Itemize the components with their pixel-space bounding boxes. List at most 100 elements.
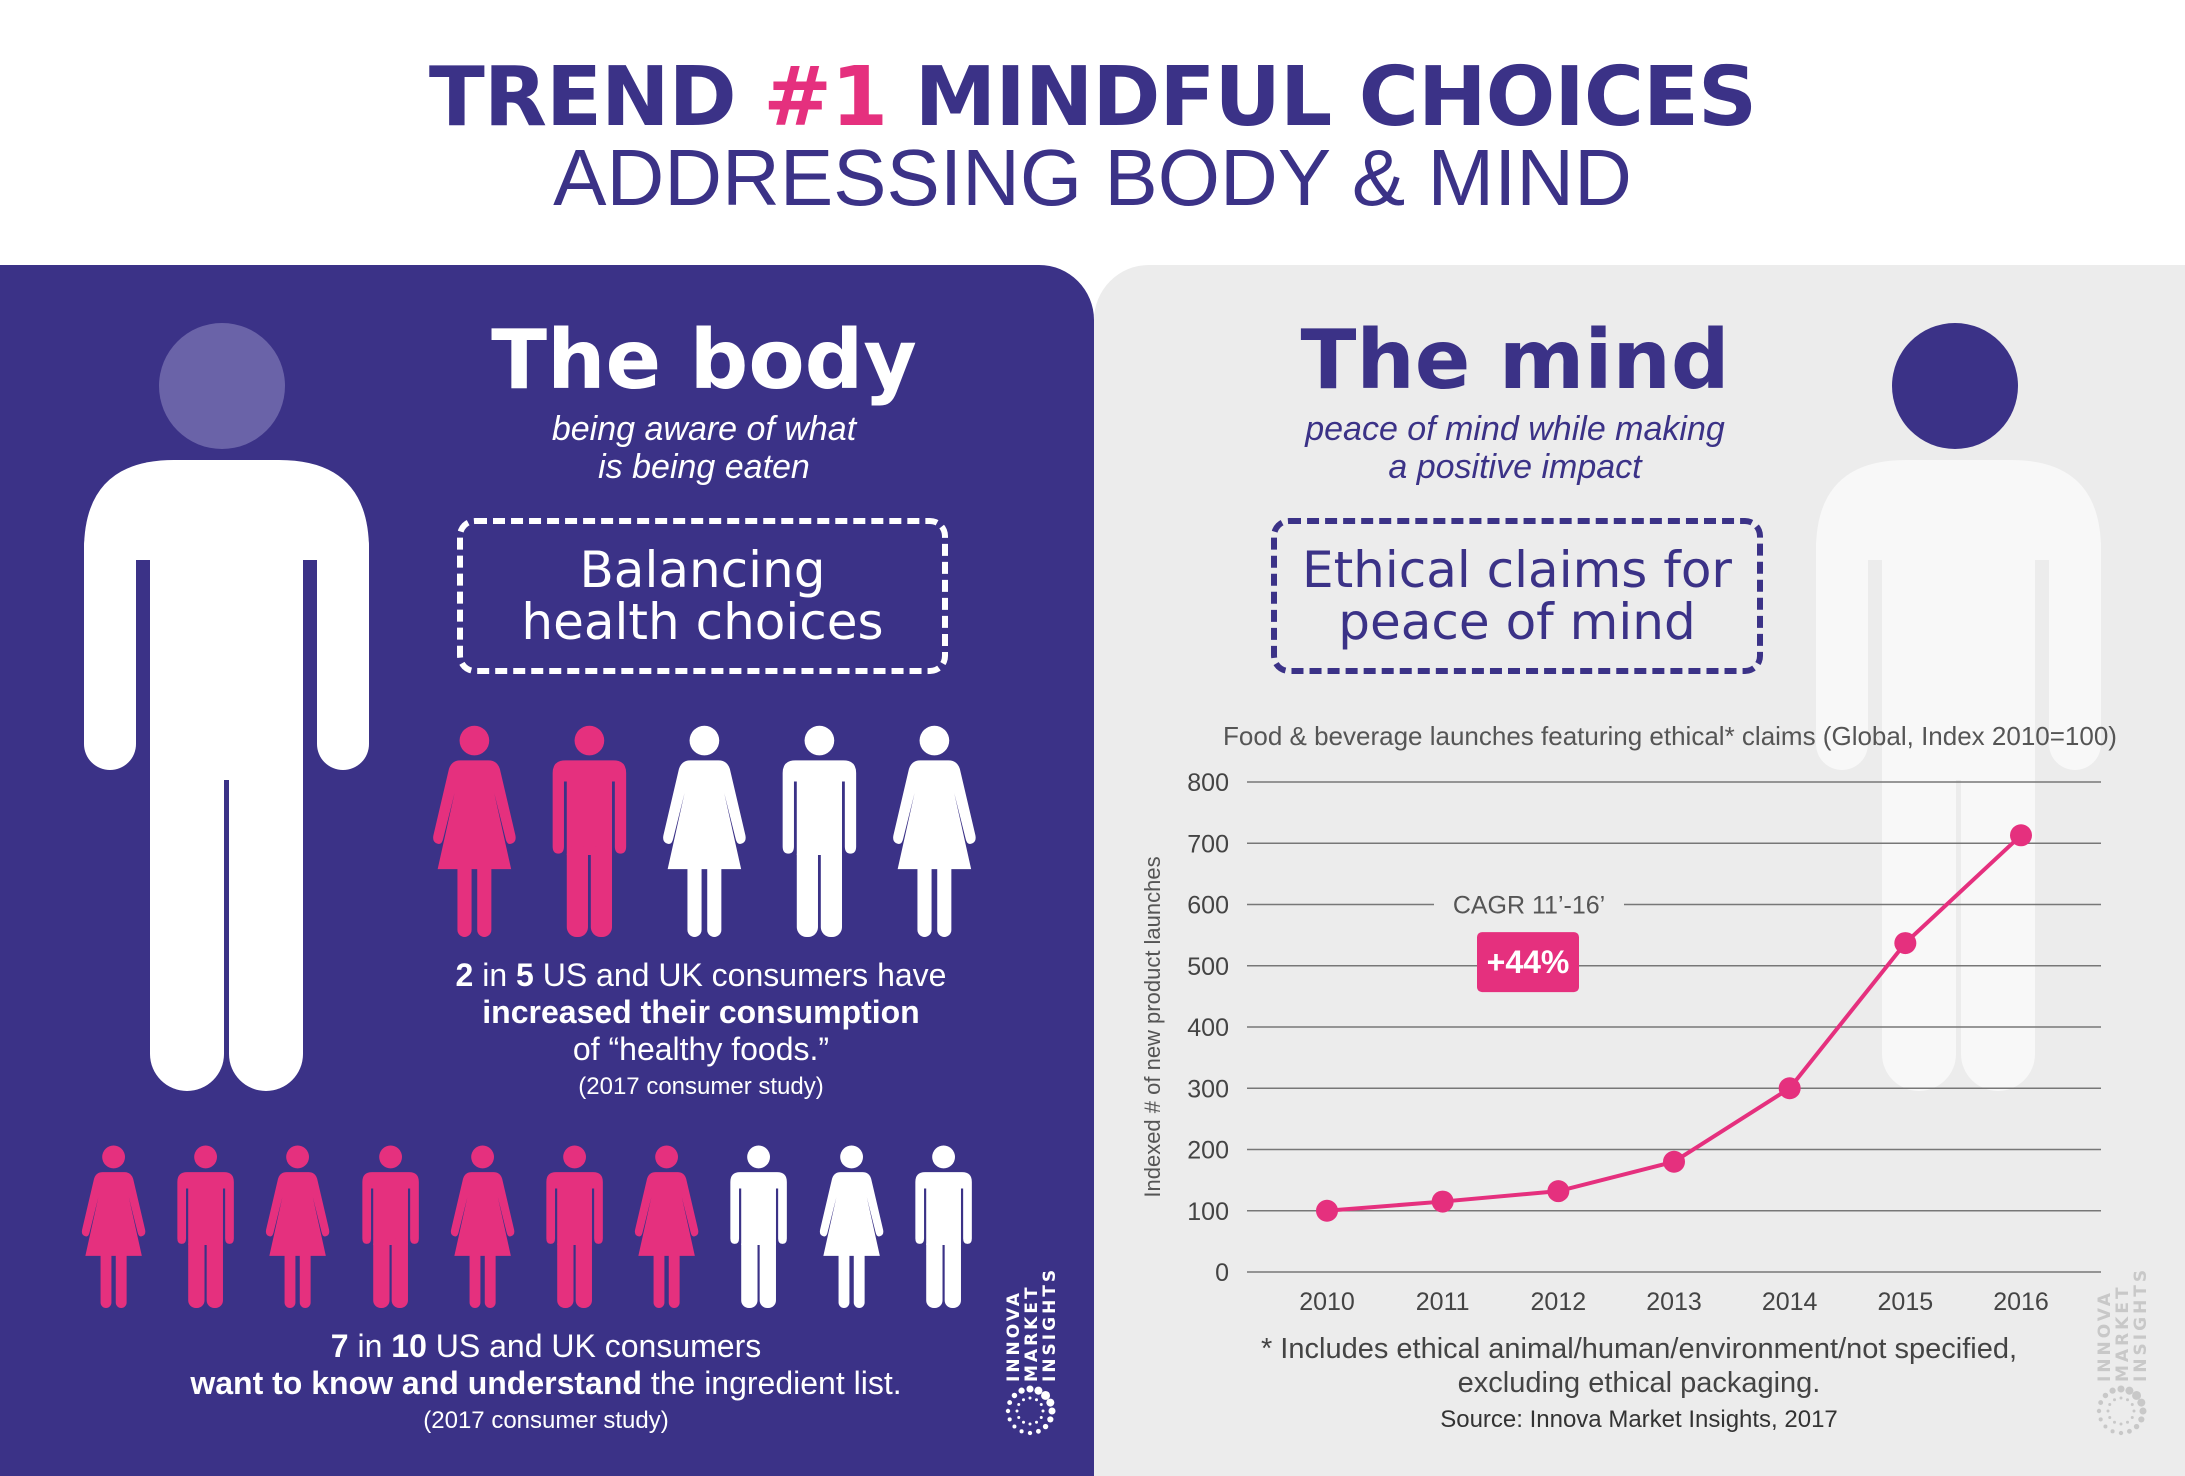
logo-dot: [1048, 1407, 1056, 1415]
pink-man-icon: [546, 1145, 603, 1308]
logo-dot: [2102, 1392, 2109, 1399]
logo-dot: [2126, 1398, 2129, 1402]
stat1-source: (2017 consumer study): [578, 1073, 824, 1100]
x-tick-label: 2011: [1416, 1288, 1470, 1316]
pink-man-icon: [177, 1145, 235, 1308]
logo-dot: [1026, 1385, 1034, 1393]
logo-dot: [2108, 1403, 2112, 1406]
x-tick-label: 2014: [1762, 1288, 1818, 1316]
logo-dots-icon: [2096, 1385, 2147, 1436]
logo-text: INNOVA MARKET INSIGHTS: [2095, 1266, 2151, 1382]
y-tick-label: 800: [1187, 769, 1229, 797]
pink-man-icon: [361, 1145, 419, 1308]
logo-dot: [2132, 1390, 2142, 1400]
stat2-rest2: the ingredient list.: [641, 1365, 902, 1401]
footnote-line-1: * Includes ethical animal/human/environm…: [1260, 1333, 2018, 1365]
stat1-rest: US and UK consumers have: [533, 957, 947, 993]
mind-box-line-2: peace of mind: [1338, 593, 1696, 651]
logo-dot: [1046, 1398, 1055, 1407]
mind-theme-box: Ethical claims for peace of mind: [1271, 518, 1763, 674]
logo-dots-icon: [1005, 1385, 1056, 1436]
logo-dot: [2113, 1420, 2116, 1424]
data-point-2013: [1663, 1150, 1685, 1173]
logo-dot: [1028, 1422, 1032, 1426]
logo-dot: [1015, 1409, 1019, 1413]
y-tick-label: 600: [1187, 892, 1229, 920]
logo-dot: [1022, 1398, 1025, 1402]
logo-dot: [2126, 1420, 2129, 1424]
logo-dot: [2118, 1430, 2124, 1436]
page-subtitle: ADDRESSING BODY & MIND: [553, 133, 1632, 222]
logo-dot: [2109, 1387, 2116, 1394]
pink-woman-icon: [433, 725, 516, 937]
white-man-icon: [730, 1145, 788, 1308]
logo-dot: [1022, 1420, 1025, 1424]
logo-dot: [2139, 1407, 2147, 1415]
data-point-2012: [1547, 1180, 1570, 1203]
page-title: TREND #1 MINDFUL CHOICES: [0, 52, 2185, 144]
stat-7-in-10: 7 in 10 US and UK consumers want to know…: [146, 1328, 946, 1439]
logo-text: INNOVA MARKET INSIGHTS: [1004, 1266, 1060, 1382]
stat1-den: 5: [516, 957, 534, 993]
pink-woman-icon: [634, 1145, 699, 1308]
logo-dot: [2098, 1417, 2103, 1422]
white-woman-icon: [663, 725, 746, 937]
figure-row-7-in-10: [81, 1145, 976, 1308]
chart-title: Food & beverage launches featuring ethic…: [1223, 721, 2117, 751]
logo-dot: [2130, 1403, 2134, 1406]
logo-dot: [2117, 1385, 2125, 1393]
body-tagline-1: being aware of what: [551, 410, 857, 448]
stat2-num: 7: [330, 1328, 349, 1364]
logo-dot: [2130, 1416, 2134, 1419]
x-tick-label: 2013: [1646, 1288, 1702, 1316]
logo-dot: [1018, 1387, 1025, 1394]
mind-box-line-1: Ethical claims for: [1301, 541, 1732, 599]
title-prefix: TREND: [428, 50, 737, 145]
body-person-icon: [84, 323, 369, 1091]
logo-dot: [1028, 1396, 1032, 1400]
body-theme-box: Balancing health choices: [457, 518, 948, 674]
stat1-line3: of “healthy foods.”: [572, 1031, 830, 1067]
body-box-line-1: Balancing: [579, 541, 826, 599]
cagr-label: CAGR 11’-16’: [1453, 892, 1605, 920]
stat-2-in-5: 2 in 5 US and UK consumers have increase…: [401, 957, 1001, 1105]
logo-dot: [2098, 1400, 2104, 1406]
cagr-value-badge: [1477, 932, 1579, 993]
y-tick-label: 500: [1187, 953, 1229, 981]
innova-logo: INNOVA MARKET INSIGHTS: [1003, 1266, 1060, 1437]
white-woman-icon: [819, 1145, 883, 1308]
logo-dot: [1017, 1403, 1021, 1406]
body-box-line-2: health choices: [521, 593, 884, 651]
logo-dot: [1036, 1428, 1041, 1434]
logo-dot: [2119, 1396, 2123, 1400]
title-number: #1: [763, 50, 888, 145]
chart-source: Source: Innova Market Insights, 2017: [1440, 1406, 1838, 1433]
logo-dot: [1034, 1386, 1043, 1395]
logo-dot: [2138, 1416, 2145, 1423]
logo-dot: [2103, 1424, 2108, 1429]
logo-dot: [1047, 1416, 1054, 1423]
logo-dot: [1011, 1392, 1018, 1399]
logo-dot: [1039, 1403, 1043, 1406]
innova-logo-faint: INNOVA MARKET INSIGHTS: [2094, 1266, 2151, 1437]
logo-dot: [1027, 1430, 1033, 1436]
mind-tagline-2: a positive impact: [1388, 448, 1642, 486]
logo-dot: [2127, 1428, 2132, 1434]
mind-tagline-1: peace of mind while making: [1305, 410, 1725, 448]
footnote-line-2: excluding ethical packaging.: [1457, 1367, 1821, 1399]
pink-woman-icon: [450, 1145, 515, 1308]
logo-dot: [1017, 1416, 1021, 1419]
logo-dot: [1007, 1400, 1013, 1406]
stat2-den: 10: [391, 1328, 427, 1364]
y-tick-label: 0: [1215, 1259, 1229, 1287]
x-tick-label: 2012: [1531, 1288, 1587, 1316]
chart-y-label: Indexed # of new product launches: [1140, 856, 1165, 1197]
logo-dot: [2133, 1423, 2140, 1430]
y-tick-label: 400: [1187, 1014, 1229, 1042]
mind-heading: The mind: [1300, 313, 1730, 408]
white-man-icon: [782, 725, 857, 937]
logo-dot: [1005, 1408, 1011, 1414]
pink-woman-icon: [266, 1145, 330, 1308]
logo-dot: [2110, 1429, 2115, 1434]
logo-dot: [2119, 1422, 2123, 1426]
